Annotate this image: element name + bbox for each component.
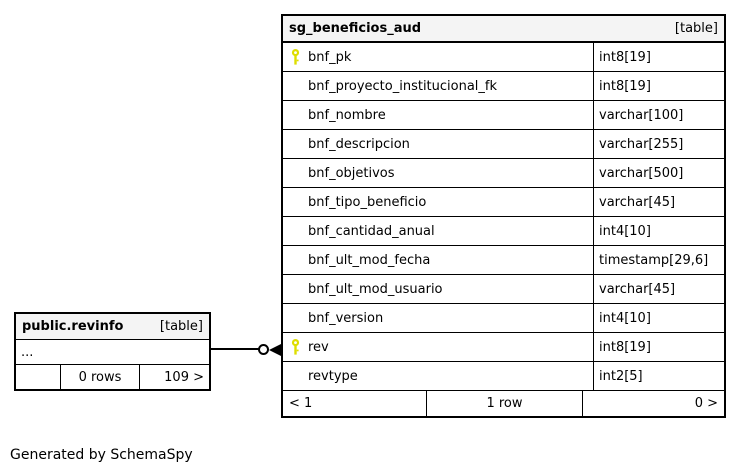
table-title[interactable]: public.revinfo [22,319,124,334]
column-name: bnf_proyecto_institucional_fk [308,78,498,94]
column-name: bnf_nombre [308,107,386,123]
fk-connector-circle [258,344,269,355]
column-type: varchar[45] [593,188,724,216]
table-row: bnf_pk int8[19] [283,43,724,72]
column-type: int8[19] [593,43,724,71]
column-type: timestamp[29,6] [593,246,724,274]
table-header-public-revinfo[interactable]: public.revinfo [table] [16,314,209,340]
footer-row-count: 1 row [426,391,583,416]
table-row: bnf_tipo_beneficio varchar[45] [283,188,724,217]
table-columns: bnf_pk int8[19] bnf_proyecto_institucion… [283,43,724,391]
column-type: int8[19] [593,72,724,100]
footer-row-count: 0 rows [60,365,140,389]
table-node-sg-beneficios-aud[interactable]: sg_beneficios_aud [table] bnf_pk int8[19… [281,14,726,418]
primary-key-icon [291,339,300,355]
column-name: bnf_version [308,310,384,326]
table-footer: < 1 1 row 0 > [283,391,724,416]
table-node-public-revinfo[interactable]: public.revinfo [table] ... 0 rows 109 > [14,312,211,391]
column-name: bnf_ult_mod_fecha [308,252,431,268]
table-footer: 0 rows 109 > [16,365,209,389]
fk-connector-arrow [269,343,281,356]
table-row: revtype int2[5] [283,362,724,391]
column-type: int4[10] [593,217,724,245]
footer-child-count: 109 > [164,369,204,385]
column-name: rev [308,339,329,355]
column-name: bnf_pk [308,49,352,65]
column-type: varchar[500] [593,159,724,187]
footer-child-count: 0 > [694,396,718,411]
column-type: int2[5] [593,362,724,390]
column-type: varchar[100] [593,101,724,129]
column-name: bnf_objetivos [308,165,395,181]
table-title[interactable]: sg_beneficios_aud [289,21,422,36]
table-row: bnf_descripcion varchar[255] [283,130,724,159]
column-type: varchar[255] [593,130,724,158]
column-name: bnf_descripcion [308,136,410,152]
table-header-sg-beneficios-aud[interactable]: sg_beneficios_aud [table] [283,16,724,43]
footer-parent-count: < 1 [289,396,313,411]
collapsed-columns-label: ... [21,344,34,360]
table-type-badge: [table] [674,21,718,36]
column-name: revtype [308,368,358,384]
primary-key-icon [291,49,300,65]
table-row: bnf_nombre varchar[100] [283,101,724,130]
column-type: varchar[45] [593,275,724,303]
table-type-badge: [table] [159,319,203,334]
table-row: rev int8[19] [283,333,724,362]
column-type: int4[10] [593,304,724,332]
column-name: bnf_tipo_beneficio [308,194,427,210]
table-row: bnf_ult_mod_usuario varchar[45] [283,275,724,304]
column-name: bnf_cantidad_anual [308,223,435,239]
column-type: int8[19] [593,333,724,361]
table-row: bnf_ult_mod_fecha timestamp[29,6] [283,246,724,275]
table-row: bnf_proyecto_institucional_fk int8[19] [283,72,724,101]
fk-connector-line [211,348,259,350]
generated-by-caption: Generated by SchemaSpy [10,447,193,463]
table-row: bnf_version int4[10] [283,304,724,333]
table-row: bnf_cantidad_anual int4[10] [283,217,724,246]
column-name: bnf_ult_mod_usuario [308,281,443,297]
collapsed-columns-row: ... [16,340,209,365]
table-row: bnf_objetivos varchar[500] [283,159,724,188]
footer-parent-count [16,365,60,389]
